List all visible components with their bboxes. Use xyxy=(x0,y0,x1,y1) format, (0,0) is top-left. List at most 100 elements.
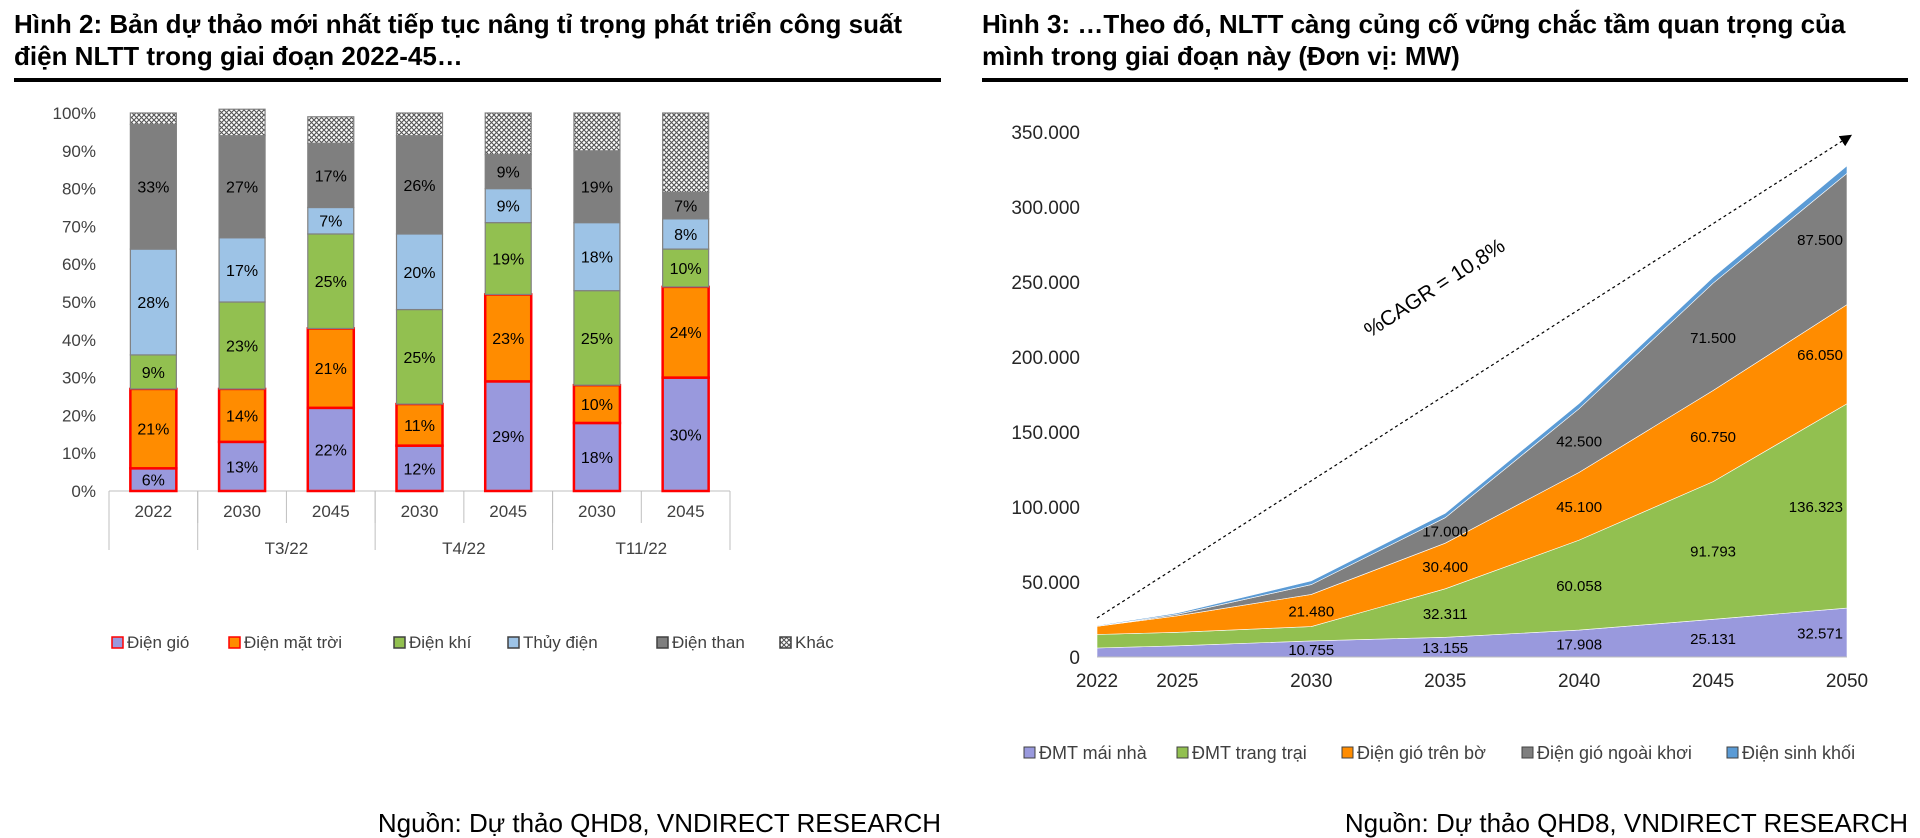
area-data-label: 17.000 xyxy=(1422,523,1468,540)
legend-swatch-5 xyxy=(779,636,792,649)
legend-swatch-4 xyxy=(1726,746,1739,759)
bar-segment-5-6 xyxy=(662,112,710,193)
y-tick-label: 0 xyxy=(1069,648,1080,669)
data-label: 12% xyxy=(403,461,435,478)
y-tick-label: 50.000 xyxy=(1022,573,1080,594)
y-tick-label: 200.000 xyxy=(1011,348,1080,369)
area-data-label: 60.058 xyxy=(1556,578,1602,595)
legend-label-0: ĐMT mái nhà xyxy=(1039,743,1148,763)
data-label: 25% xyxy=(403,350,435,367)
y-tick-label: 30% xyxy=(62,369,96,388)
bar-segment-1-0 xyxy=(129,387,178,470)
data-label: 24% xyxy=(670,325,702,342)
x-tick-label: 2045 xyxy=(667,502,705,521)
area-data-label: 21.480 xyxy=(1288,604,1334,621)
legend-label-2: Điện gió trên bờ xyxy=(1357,743,1486,763)
area-data-label: 30.400 xyxy=(1422,559,1468,576)
y-tick-label: 20% xyxy=(62,406,96,425)
x-tick-label: 2030 xyxy=(223,502,261,521)
bar-segment-1-3 xyxy=(395,402,444,447)
legend-swatch-2 xyxy=(1341,746,1354,759)
data-label: 20% xyxy=(403,265,435,282)
legend-swatch-1 xyxy=(1176,746,1189,759)
bar-segment-2-2 xyxy=(307,233,355,330)
bar-segment-4-0 xyxy=(129,123,177,250)
bar-segment-4-3 xyxy=(395,135,444,235)
data-label: 18% xyxy=(581,250,613,267)
legend-label-1: ĐMT trang trại xyxy=(1192,743,1307,763)
y-tick-label: 250.000 xyxy=(1011,273,1080,294)
data-label: 29% xyxy=(492,429,524,446)
bar-segment-5-0 xyxy=(129,112,177,125)
legend-swatch-0 xyxy=(1023,746,1036,759)
x-tick-label: 2025 xyxy=(1156,671,1198,692)
x-tick-label: 2022 xyxy=(1076,671,1118,692)
y-tick-label: 100% xyxy=(53,104,96,123)
area-data-label: 45.100 xyxy=(1556,499,1602,516)
data-label: 19% xyxy=(581,180,613,197)
figure-2-panel: Hình 2: Bản dự thảo mới nhất tiếp tục nâ… xyxy=(14,0,941,838)
bar-segment-3-3 xyxy=(395,233,444,311)
data-label: 23% xyxy=(492,331,524,348)
legend-label-3: Thủy điện xyxy=(523,633,598,652)
area-data-label: 17.908 xyxy=(1556,637,1602,654)
y-tick-label: 80% xyxy=(62,180,96,199)
data-label: 10% xyxy=(581,397,613,414)
cagr-annotation: %CAGR = 10,8% xyxy=(1360,234,1509,342)
legend-label-4: Điện than xyxy=(672,633,745,652)
figure-3-panel: Hình 3: …Theo đó, NLTT càng củng cố vững… xyxy=(982,0,1908,838)
x-tick-label: 2050 xyxy=(1826,671,1868,692)
data-label: 9% xyxy=(497,199,520,216)
bar-segment-2-4 xyxy=(484,222,532,296)
area-data-label: 13.155 xyxy=(1422,640,1468,657)
area-data-label: 60.750 xyxy=(1690,429,1736,446)
bar-segment-5-1 xyxy=(218,108,266,137)
bar-segment-3-1 xyxy=(218,237,266,303)
legend-label-1: Điện mặt trời xyxy=(244,633,342,652)
area-data-label: 42.500 xyxy=(1556,434,1602,451)
data-label: 8% xyxy=(674,227,697,244)
data-label: 25% xyxy=(315,274,347,291)
stacked-area-chart: 0 50.000 100.000 150.000 200.000 250.000 300.0… xyxy=(1011,123,1868,763)
legend-swatch-2 xyxy=(393,636,406,649)
y-tick-label: 150.000 xyxy=(1011,423,1080,444)
x-tick-label: 2030 xyxy=(578,502,616,521)
x-tick-label: 2030 xyxy=(1290,671,1332,692)
data-label: 11% xyxy=(404,418,435,435)
stacked-percent-bar-chart: 0% 10% 20% 30% 40% 50% 60% 70% 80% 90% 100% 2022 6% 2… xyxy=(53,104,835,652)
data-label: 22% xyxy=(315,442,347,459)
cagr-arrow xyxy=(1096,134,1853,619)
x-tick-label: 2030 xyxy=(401,502,439,521)
data-label: 25% xyxy=(581,331,613,348)
bar-segment-0-6 xyxy=(661,376,710,493)
data-label: 17% xyxy=(315,168,347,185)
area-data-label: 32.571 xyxy=(1797,626,1843,643)
figure-3-title-rule xyxy=(982,78,1908,82)
bar-segment-1-2 xyxy=(306,327,356,410)
bar-segment-2-0 xyxy=(129,354,177,390)
bar-segment-0-4 xyxy=(483,380,533,493)
y-tick-label: 70% xyxy=(62,217,96,236)
y-tick-label: 100.000 xyxy=(1011,498,1080,519)
y-tick-label: 300.000 xyxy=(1011,198,1080,219)
data-label: 33% xyxy=(137,180,169,197)
data-label: 9% xyxy=(497,165,520,182)
y-tick-label: 60% xyxy=(62,255,96,274)
data-label: 7% xyxy=(319,214,342,231)
bar-segment-3-5 xyxy=(573,222,621,292)
legend-label-0: Điện gió xyxy=(127,633,189,652)
data-label: 28% xyxy=(137,295,169,312)
bar-segment-5-2 xyxy=(307,116,355,144)
data-label: 10% xyxy=(670,261,702,278)
y-tick-label: 0% xyxy=(71,482,96,501)
legend-swatch-3 xyxy=(1521,746,1534,759)
bar-segment-5-3 xyxy=(395,112,444,137)
bar-segment-3-2 xyxy=(307,206,355,235)
area-data-label: 87.500 xyxy=(1797,232,1843,249)
figure-2-source: Nguồn: Dự thảo QHD8, VNDIRECT RESEARCH xyxy=(377,808,941,838)
data-label: 13% xyxy=(226,459,258,476)
bar-segment-0-3 xyxy=(395,444,444,493)
x-tick-label: 2035 xyxy=(1424,671,1466,692)
legend-swatch-0 xyxy=(111,636,124,649)
area-data-label: 10.755 xyxy=(1288,642,1334,659)
